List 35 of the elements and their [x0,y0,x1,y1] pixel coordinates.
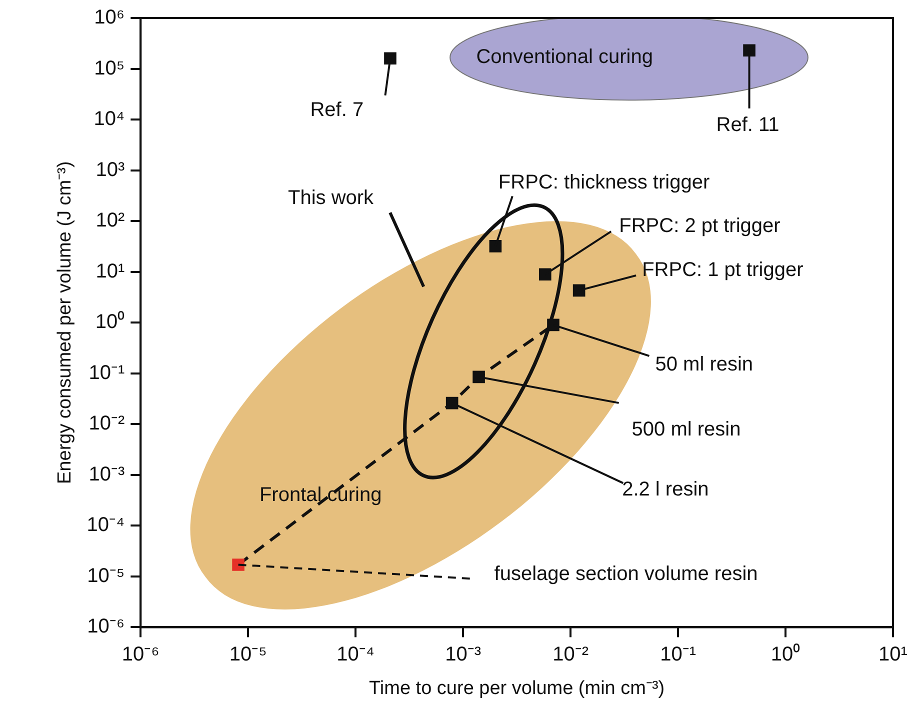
x-axis-title: Time to cure per volume (min cm⁻³) [369,678,665,699]
annotation: This work [288,186,375,209]
x-tick-label: 10¹ [878,644,908,666]
annotation: Ref. 11 [716,114,780,136]
x-tick-label: 10⁰ [770,642,800,666]
y-tick-label: 10⁶ [94,6,125,29]
y-tick-label: 10¹ [96,260,125,282]
y-tick-label: 10⁻³ [88,463,125,486]
y-tick-label: 10⁻⁴ [86,514,125,536]
y-tick-label: 10² [96,210,125,232]
annotation: 500 ml resin [632,418,741,440]
x-tick-label: 10⁻¹ [660,644,696,666]
y-tick-label: 10⁵ [94,57,125,80]
y-tick-label: 10⁻² [88,412,125,435]
annotation: fuselage section volume resin [494,563,758,586]
annotation: 50 ml resin [655,353,754,376]
annotation: Ref. 7 [310,98,364,121]
y-axis-title: Energy consumed per volume (J cm⁻³) [54,161,76,484]
x-tick-label: 10⁻² [552,644,589,666]
annotation: 2.2 l resin [622,478,709,501]
annotation: Conventional curing [476,46,653,68]
annotation: FRPC: 2 pt trigger [619,214,781,237]
y-tick-label: 10³ [96,158,125,181]
x-tick-label: 10⁻⁵ [229,644,267,666]
y-tick-label: 10⁴ [94,108,125,130]
x-tick-label: 10⁻³ [445,644,482,666]
x-tick-label: 10⁻⁴ [336,644,375,666]
annotation: FRPC: 1 pt trigger [642,258,804,281]
x-tick-label: 10⁻⁶ [122,644,160,666]
y-tick-label: 10⁻⁶ [87,616,125,638]
annotation: Frontal curing [259,484,382,506]
y-tick-label: 10⁻¹ [88,362,125,384]
y-tick-label: 10⁰ [95,310,125,334]
annotation: FRPC: thickness trigger [498,172,710,194]
y-tick-label: 10⁻⁵ [87,564,125,587]
